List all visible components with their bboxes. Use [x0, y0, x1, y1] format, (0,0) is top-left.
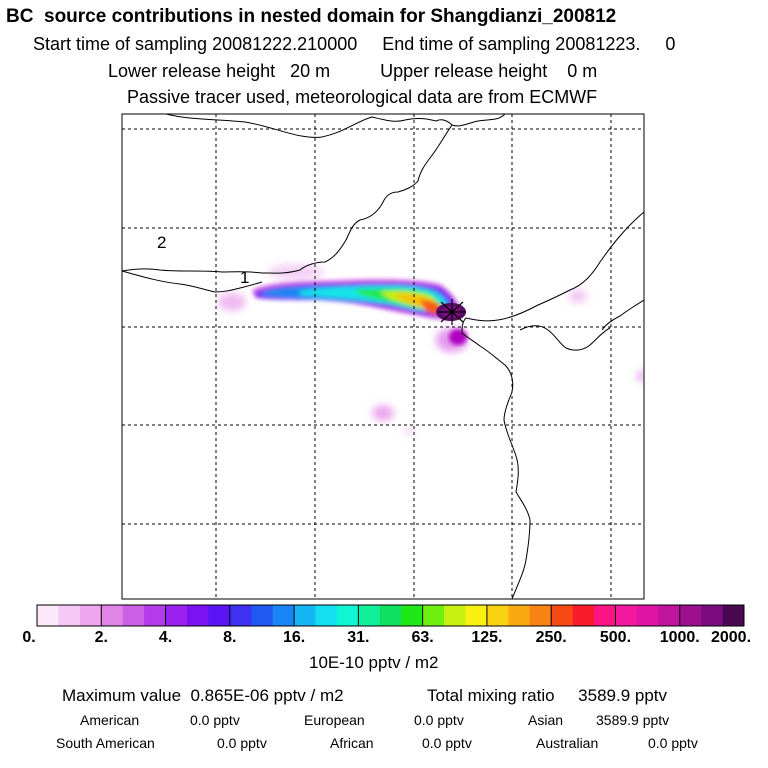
colorbar-cell	[58, 605, 81, 626]
map-frame	[121, 113, 645, 600]
colorbar-cell	[658, 605, 681, 626]
region-value-south-american: 0.0 pptv	[217, 735, 267, 751]
maximum-value: Maximum value 0.865E-06 pptv / m2	[62, 686, 344, 705]
region-value-american: 0.0 pptv	[190, 712, 240, 728]
peninsula-coast	[519, 325, 611, 351]
tracer-info-line: Passive tracer used, meteorological data…	[127, 87, 598, 107]
colorbar-cell	[144, 605, 166, 626]
low-concentration-patches	[218, 264, 644, 434]
colorbar-cell	[722, 605, 745, 626]
coastlines	[122, 114, 644, 599]
concentration-field	[218, 264, 644, 434]
colorbar-cell	[486, 605, 509, 626]
region-name-american: American	[80, 712, 140, 728]
colorbar-cell	[551, 605, 573, 626]
region-name-asian: Asian	[528, 712, 564, 728]
colorbar-cell	[79, 605, 102, 626]
coastline-east	[122, 124, 453, 274]
colorbar-cell	[636, 605, 659, 626]
total-mixing-ratio: Total mixing ratio 3589.9 pptv	[427, 686, 668, 705]
colorbar-cell	[594, 605, 616, 626]
colorbar-units: 10E-10 pptv / m2	[309, 653, 439, 672]
region-value-asian: 3589.9 pptv	[596, 712, 670, 728]
region-name-european: European	[304, 712, 365, 728]
release-height-line: Lower release height 20 m Upper release …	[108, 61, 598, 81]
korea-coast	[601, 299, 644, 331]
main-plume	[252, 279, 462, 320]
map-label-1: 1	[240, 268, 249, 287]
china-east-coast	[461, 211, 644, 599]
colorbar-tick-label: 2.	[94, 629, 108, 646]
colorbar-cell	[701, 605, 723, 626]
colorbar-cell	[272, 605, 295, 626]
colorbar-cell	[315, 605, 338, 626]
colorbar-cell	[465, 605, 488, 626]
colorbar	[37, 605, 745, 626]
colorbar-tick-label: 250.	[535, 629, 567, 646]
colorbar-tick-label: 31.	[347, 629, 370, 646]
colorbar-cell	[122, 605, 145, 626]
sampling-time-line: Start time of sampling 20081222.210000 E…	[33, 34, 676, 54]
colorbar-cell	[294, 605, 316, 626]
colorbar-tick-label: 4.	[158, 629, 173, 646]
colorbar-tick-label: 0.	[22, 629, 36, 646]
colorbar-tick-label: 500.	[599, 629, 632, 646]
colorbar-frame	[36, 604, 745, 627]
plume-blob-south	[449, 329, 467, 345]
colorbar-cell	[679, 605, 702, 626]
colorbar-tick-label: 2000.	[710, 629, 752, 646]
colorbar-tick-label: 63.	[411, 629, 434, 646]
colorbar-cell	[336, 605, 359, 626]
colorbar-tick-label: 125.	[471, 629, 503, 646]
colorbar-cell	[572, 605, 595, 626]
region-value-european: 0.0 pptv	[414, 712, 464, 728]
colorbar-cell	[508, 605, 531, 626]
colorbar-tick-label: 8.	[223, 629, 237, 646]
top-coastline	[165, 114, 506, 138]
colorbar-cell	[165, 605, 188, 626]
colorbar-cell	[251, 605, 273, 626]
colorbar-cell	[37, 605, 59, 626]
colorbar-cell	[101, 605, 123, 626]
map-grid	[122, 114, 644, 599]
colorbar-cell	[422, 605, 445, 626]
colorbar-cell	[444, 605, 466, 626]
region-value-african: 0.0 pptv	[422, 735, 472, 751]
colorbar-cell	[379, 605, 402, 626]
receptor-site-marker	[438, 299, 466, 325]
coastline-west-mountains	[122, 270, 263, 293]
colorbar-cell	[529, 605, 552, 626]
map-label-2: 2	[157, 233, 166, 252]
colorbar-cell	[615, 605, 638, 626]
colorbar-tick-label: 1000.	[659, 629, 700, 646]
colorbar-cell	[208, 605, 231, 626]
colorbar-cell	[186, 605, 209, 626]
region-name-australian: Australian	[536, 735, 599, 751]
colorbar-cell	[229, 605, 252, 626]
colorbar-cell	[358, 605, 381, 626]
region-name-african: African	[330, 735, 374, 751]
colorbar-tick-label: 16.	[282, 629, 306, 646]
colorbar-cell	[401, 605, 423, 626]
plot-title: BC source contributions in nested domain…	[6, 6, 617, 27]
region-value-australian: 0.0 pptv	[648, 735, 698, 751]
region-name-south-american: South American	[56, 735, 155, 751]
